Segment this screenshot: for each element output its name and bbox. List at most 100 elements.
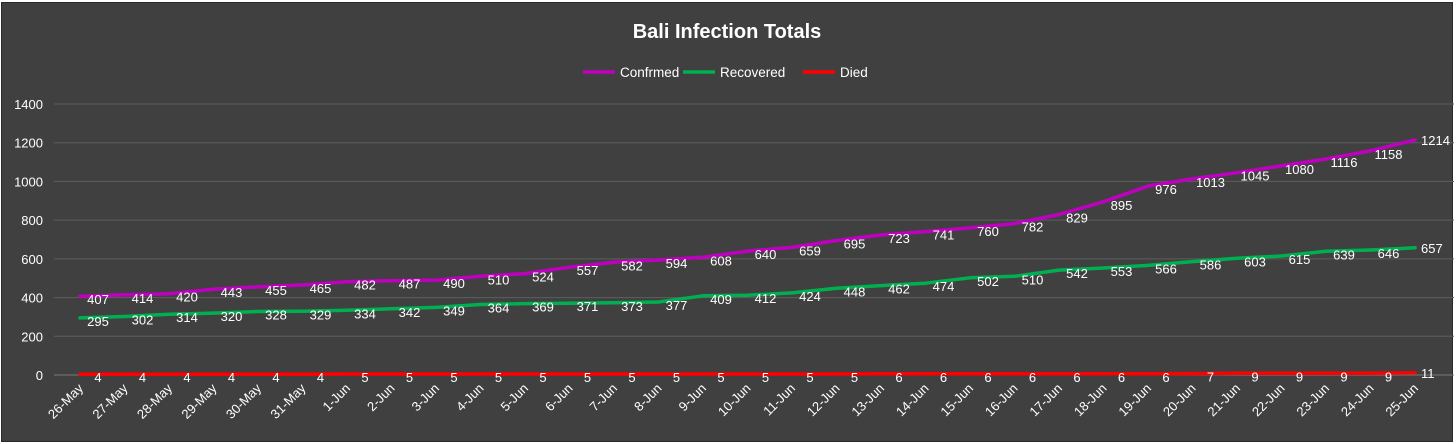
y-tick-label: 1400 [14,97,43,112]
x-tick-label: 30-May [223,380,265,422]
data-label: 553 [1111,264,1133,279]
data-label: 502 [977,274,999,289]
x-tick-label: 10-Jun [715,381,754,420]
data-label: 7 [1207,370,1214,385]
data-label: 334 [354,306,376,321]
data-label: 510 [1022,272,1044,287]
data-label: 295 [87,314,109,329]
data-label: 829 [1066,211,1088,226]
x-tick-label: 3-Jun [409,381,443,415]
data-label: 542 [1066,266,1088,281]
x-tick-label: 23-Jun [1293,381,1332,420]
x-tick-label: 9-Jun [676,381,710,415]
x-tick-label: 18-Jun [1071,381,1110,420]
line-chart: 0 200 400 600 800 1000 1200 1400 26-May 27-May 28-… [14,65,1454,422]
data-label: 566 [1155,261,1177,276]
data-label: 9 [1251,369,1258,384]
data-label: 9 [1340,369,1347,384]
legend-label: Recovered [720,65,785,80]
data-label: 4 [228,370,235,385]
data-label: 349 [443,303,465,318]
data-label: 328 [265,308,287,323]
data-label: 1013 [1196,175,1225,190]
x-tick-label: 8-Jun [631,381,665,415]
y-tick-label: 0 [36,368,43,383]
y-tick-label: 1200 [14,136,43,151]
data-label: 557 [577,263,599,278]
data-label: 524 [532,270,554,285]
x-tick-label: 19-Jun [1115,381,1154,420]
x-tick-label: 24-Jun [1338,381,1377,420]
data-label: 6 [1162,370,1169,385]
data-label: 5 [361,370,368,385]
data-label: 510 [488,272,510,287]
data-label: 723 [888,231,910,246]
data-label: 695 [844,236,866,251]
y-tick-label: 1000 [14,174,43,189]
data-label: 603 [1244,254,1266,269]
data-label: 760 [977,224,999,239]
x-tick-label: 16-Jun [982,381,1021,420]
data-label: 1214 [1421,133,1450,148]
data-label: 5 [495,370,502,385]
data-label: 5 [717,370,724,385]
data-label: 4 [94,370,101,385]
data-label: 302 [132,313,154,328]
data-label: 329 [310,307,332,322]
data-label: 639 [1333,247,1355,262]
data-label: 5 [851,370,858,385]
data-label: 1116 [1331,155,1358,170]
x-tick-label: 17-Jun [1026,381,1065,420]
x-tick-label: 20-Jun [1160,381,1199,420]
x-tick-label: 21-Jun [1204,381,1243,420]
data-label: 377 [666,298,688,313]
series-line [78,371,1417,376]
y-tick-label: 600 [21,252,43,267]
data-label: 474 [933,279,955,294]
data-label: 5 [806,370,813,385]
data-label: 6 [895,370,902,385]
x-tick-label: 29-May [178,380,220,422]
data-label: 409 [710,292,732,307]
data-label: 420 [176,290,198,305]
data-label: 5 [762,370,769,385]
data-label: 782 [1022,220,1044,235]
x-tick-label: 1-Jun [320,381,354,415]
data-label: 608 [710,253,732,268]
data-label: 6 [1029,370,1036,385]
series-line [78,138,1417,298]
data-label: 314 [176,310,198,325]
data-label: 371 [577,299,599,314]
data-label: 4 [272,370,279,385]
x-tick-label: 31-May [267,380,309,422]
data-label: 4 [183,370,190,385]
data-label: 976 [1155,182,1177,197]
data-label: 1080 [1285,162,1314,177]
data-label: 364 [488,301,510,316]
data-label: 424 [799,289,821,304]
data-label: 6 [1073,370,1080,385]
data-label: 412 [755,291,777,306]
data-label: 657 [1421,241,1443,256]
data-label: 1158 [1375,147,1403,162]
data-label: 320 [221,309,243,324]
x-tick-label: 6-Jun [542,381,576,415]
data-label: 342 [399,305,421,320]
data-label: 5 [584,370,591,385]
data-label: 373 [621,299,643,314]
data-label: 9 [1296,369,1303,384]
x-tick-label: 25-Jun [1382,381,1421,420]
x-tick-label: 2-Jun [364,381,398,415]
data-label: 895 [1111,198,1133,213]
data-label: 443 [221,285,243,300]
data-label: 462 [888,282,910,297]
x-tick-label: 22-Jun [1249,381,1288,420]
y-tick-label: 800 [21,213,43,228]
data-label: 4 [317,370,324,385]
data-label: 741 [933,228,955,243]
x-tick-label: 26-May [45,380,87,422]
data-label: 586 [1200,258,1222,273]
x-tick-label: 12-Jun [804,381,843,420]
x-tick-label: 11-Jun [760,381,798,419]
series-line [78,246,1417,320]
